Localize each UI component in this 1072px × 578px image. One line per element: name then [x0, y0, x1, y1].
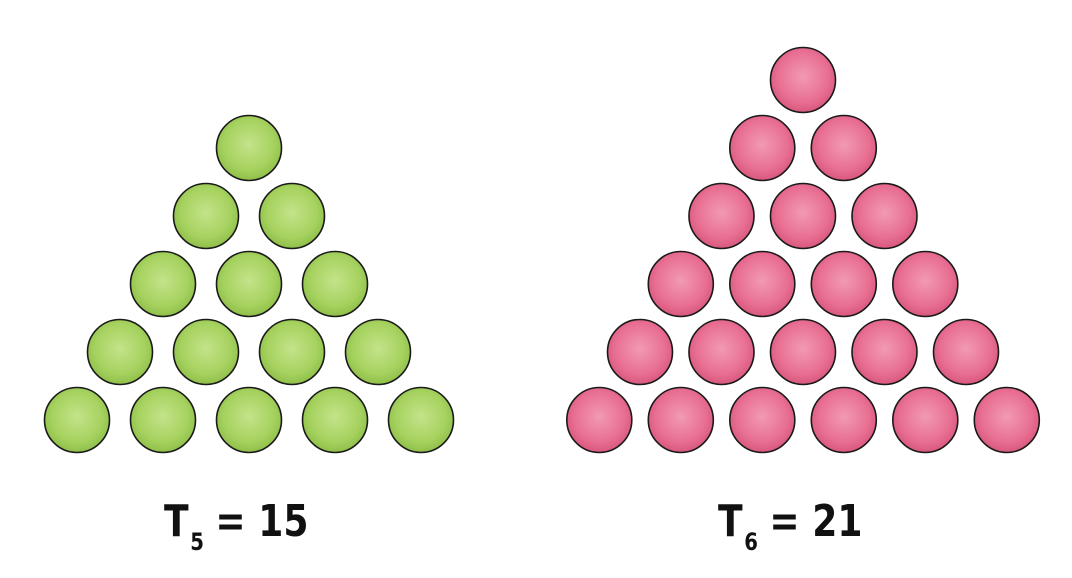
- t5-dot-r3-c3: [301, 250, 369, 318]
- triangle-t6-dots: [565, 46, 1041, 454]
- label-t6-subscript: 6: [744, 528, 758, 556]
- triangle-t5-dots: [43, 114, 455, 454]
- t5-dot-r2-c1: [172, 182, 240, 250]
- label-t5-symbol: T: [164, 496, 189, 547]
- t6-dot-r4-c3: [810, 250, 878, 318]
- t6-dot-r6-c2: [647, 386, 715, 454]
- t6-dot-r3-c3: [851, 182, 918, 250]
- t5-dot-r5-c2: [129, 386, 197, 454]
- t6-dot-r4-c2: [728, 250, 796, 318]
- label-t6-equals: =: [769, 496, 800, 547]
- t6-dot-r5-c5: [932, 318, 1000, 386]
- label-t6-value: 21: [812, 496, 863, 547]
- t5-dot-r5-c3: [215, 386, 283, 454]
- t5-dot-r5-c5: [387, 386, 455, 454]
- t5-dot-r3-c1: [129, 250, 197, 318]
- t6-dot-r6-c6: [973, 386, 1041, 454]
- t6-dot-r6-c3: [728, 386, 796, 454]
- label-t6-symbol: T: [718, 496, 743, 547]
- t5-dot-r4-c2: [172, 318, 240, 386]
- label-t5: T5 = 15: [164, 500, 308, 570]
- t6-dot-r2-c1: [728, 114, 796, 182]
- t6-dot-r5-c1: [606, 318, 674, 386]
- t5-dot-r5-c4: [301, 386, 369, 454]
- t6-dot-r1-c1: [769, 46, 837, 114]
- t5-dot-r4-c3: [258, 318, 326, 386]
- t5-dot-r3-c2: [215, 250, 283, 318]
- t6-dot-r2-c2: [810, 114, 878, 182]
- t6-dot-r6-c5: [891, 386, 959, 454]
- t6-dot-r5-c2: [688, 318, 755, 386]
- label-t5-equals: =: [215, 496, 246, 547]
- t6-dot-r6-c4: [810, 386, 878, 454]
- t5-dot-r2-c2: [258, 182, 326, 250]
- t5-dot-r1-c1: [215, 114, 283, 182]
- t5-dot-r4-c4: [344, 318, 412, 386]
- t6-dot-r5-c4: [851, 318, 918, 386]
- t6-dot-r4-c4: [891, 250, 959, 318]
- label-t6: T6 = 21: [718, 500, 862, 570]
- t6-dot-r3-c2: [769, 182, 837, 250]
- t5-dot-r5-c1: [43, 386, 111, 454]
- t5-dot-r4-c1: [86, 318, 154, 386]
- t6-dot-r6-c1: [565, 386, 633, 454]
- t6-dot-r3-c1: [688, 182, 755, 250]
- label-t5-value: 15: [258, 496, 309, 547]
- label-t5-subscript: 5: [190, 528, 204, 556]
- t6-dot-r5-c3: [769, 318, 837, 386]
- t6-dot-r4-c1: [647, 250, 715, 318]
